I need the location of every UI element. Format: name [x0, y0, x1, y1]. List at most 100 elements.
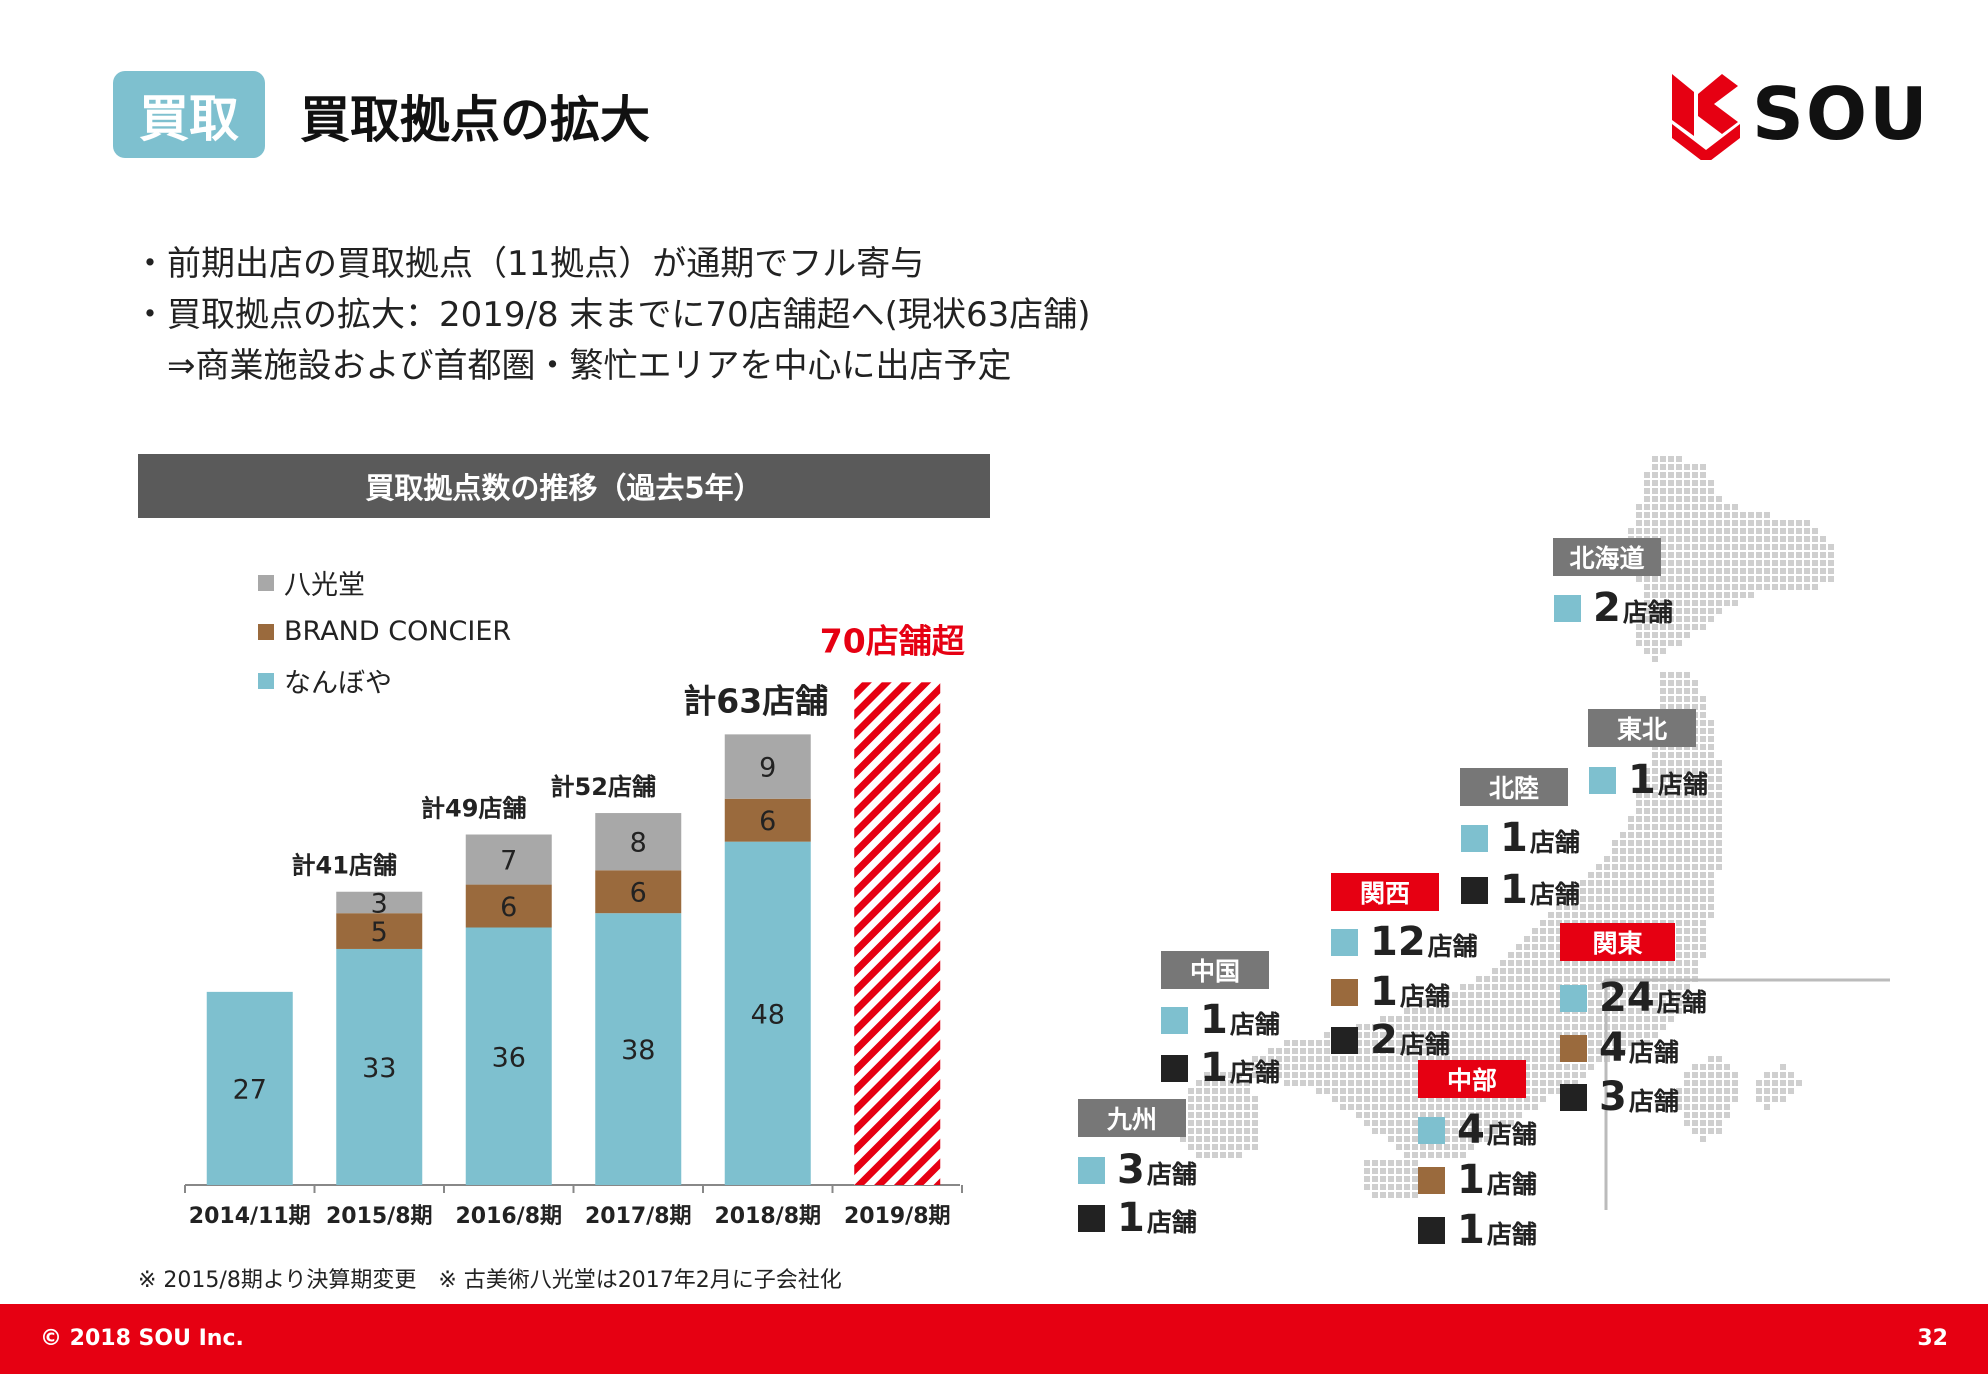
map-dot	[1756, 576, 1762, 582]
map-dot	[1716, 504, 1722, 510]
map-dot	[1740, 528, 1746, 534]
map-dot	[1372, 1024, 1378, 1030]
map-dot	[1820, 544, 1826, 550]
map-dot	[1548, 1088, 1554, 1094]
map-dot	[1652, 824, 1658, 830]
map-dot	[1700, 888, 1706, 894]
map-dot	[1676, 760, 1682, 766]
map-dot	[1484, 1120, 1490, 1126]
map-dot	[1676, 512, 1682, 518]
map-dot	[1436, 1008, 1442, 1014]
map-dot	[1524, 1008, 1530, 1014]
map-dot	[1212, 1120, 1218, 1126]
map-dot	[1556, 960, 1562, 966]
map-dot	[1668, 512, 1674, 518]
map-dot	[1804, 560, 1810, 566]
map-dot	[1420, 1152, 1426, 1158]
map-dot	[1252, 1056, 1258, 1062]
map-dot	[1716, 496, 1722, 502]
map-dot	[1220, 1104, 1226, 1110]
map-dot	[1620, 1008, 1626, 1014]
map-dot	[1652, 752, 1658, 758]
map-dot	[1668, 544, 1674, 550]
map-dot	[1636, 888, 1642, 894]
map-dot	[1196, 1144, 1202, 1150]
map-dot	[1548, 1064, 1554, 1070]
map-dot	[1180, 1136, 1186, 1142]
map-dot	[1716, 1096, 1722, 1102]
map-dot	[1452, 1096, 1458, 1102]
map-dot	[1732, 520, 1738, 526]
map-dot	[1596, 872, 1602, 878]
map-dot	[1756, 520, 1762, 526]
map-dot	[1708, 528, 1714, 534]
map-dot	[1412, 1112, 1418, 1118]
map-dot	[1364, 1176, 1370, 1182]
map-dot	[1708, 1080, 1714, 1086]
map-dot	[1692, 528, 1698, 534]
map-dot	[1468, 1144, 1474, 1150]
store-unit: 店舗	[1146, 1160, 1197, 1189]
map-dot	[1684, 992, 1690, 998]
map-dot	[1700, 1064, 1706, 1070]
map-dot	[1652, 1032, 1658, 1038]
map-dot	[1668, 872, 1674, 878]
map-dot	[1548, 936, 1554, 942]
map-dot	[1684, 520, 1690, 526]
map-dot	[1700, 520, 1706, 526]
map-dot	[1532, 1056, 1538, 1062]
map-dot	[1652, 960, 1658, 966]
map-dot	[1700, 952, 1706, 958]
bar-segment	[336, 891, 423, 914]
map-dot	[1668, 840, 1674, 846]
map-dot	[1388, 1192, 1394, 1198]
map-dot	[1596, 1056, 1602, 1062]
map-dot	[1212, 1096, 1218, 1102]
map-dot	[1700, 1088, 1706, 1094]
map-dot	[1660, 768, 1666, 774]
map-dot	[1628, 832, 1634, 838]
map-dot	[1716, 552, 1722, 558]
map-dot	[1684, 912, 1690, 918]
map-dot	[1660, 528, 1666, 534]
bar-segment	[595, 813, 682, 871]
map-dot	[1700, 864, 1706, 870]
map-dot	[1636, 840, 1642, 846]
map-dot	[1540, 1072, 1546, 1078]
map-dot	[1668, 464, 1674, 470]
map-dot	[1740, 560, 1746, 566]
map-dot	[1508, 1056, 1514, 1062]
map-dot	[1708, 1104, 1714, 1110]
map-dot	[1532, 1104, 1538, 1110]
map-dot	[1684, 1104, 1690, 1110]
map-dot	[1788, 568, 1794, 574]
map-dot	[1668, 568, 1674, 574]
map-dot	[1660, 512, 1666, 518]
map-dot	[1380, 1040, 1386, 1046]
map-dot	[1708, 800, 1714, 806]
map-dot	[1196, 1112, 1202, 1118]
map-dot	[1532, 952, 1538, 958]
map-dot	[1444, 1120, 1450, 1126]
map-dot	[1436, 1096, 1442, 1102]
map-dot	[1652, 864, 1658, 870]
map-dot	[1404, 1040, 1410, 1046]
map-dot	[1700, 1080, 1706, 1086]
map-dot	[1548, 1056, 1554, 1062]
map-dot	[1676, 784, 1682, 790]
map-dot	[1196, 1120, 1202, 1126]
map-dot	[1724, 1088, 1730, 1094]
map-dot	[1452, 1008, 1458, 1014]
map-dot	[1532, 1064, 1538, 1070]
map-dot	[1324, 1056, 1330, 1062]
map-dot	[1756, 584, 1762, 590]
map-dot	[1668, 472, 1674, 478]
map-dot	[1644, 496, 1650, 502]
map-dot	[1796, 528, 1802, 534]
map-dot	[1692, 800, 1698, 806]
map-dot	[1244, 1080, 1250, 1086]
page-number: 32	[1917, 1326, 1948, 1351]
map-dot	[1580, 896, 1586, 902]
map-dot	[1684, 832, 1690, 838]
map-dot	[1652, 968, 1658, 974]
